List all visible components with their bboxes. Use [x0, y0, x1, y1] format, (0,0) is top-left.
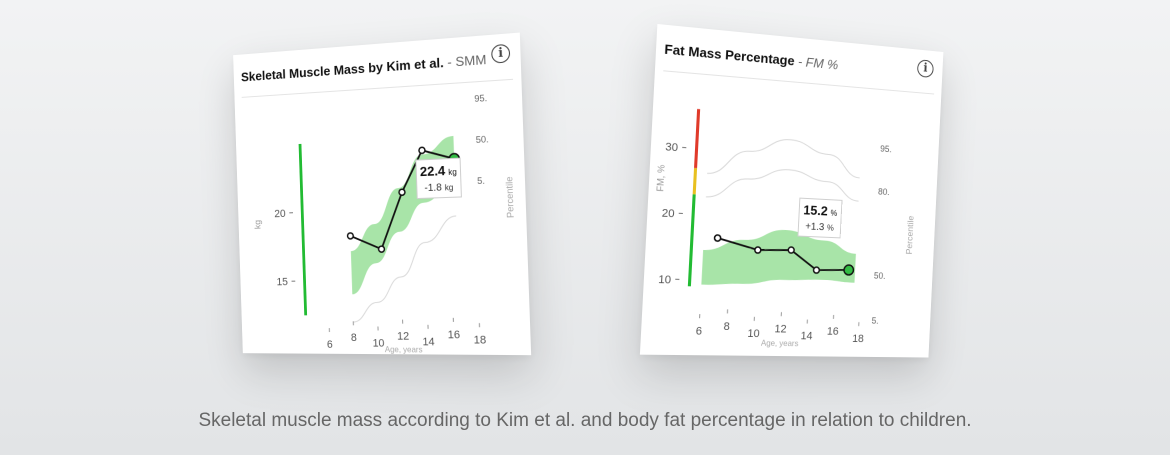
x-tick-label: 18 [852, 333, 864, 345]
x-tick-label: 8 [723, 321, 730, 333]
status-bar-segment [696, 109, 699, 168]
data-point [347, 233, 353, 239]
percentile-label: 5. [871, 316, 878, 326]
y-tick-label: 30 [665, 141, 678, 154]
percentile-label: 5. [477, 175, 485, 186]
data-point [379, 246, 385, 252]
data-point [788, 247, 794, 253]
x-axis-label: Age, years [385, 345, 423, 355]
figure-caption: Skeletal muscle mass according to Kim et… [0, 410, 1170, 432]
callout-value: 15.2 [803, 202, 828, 218]
x-tick-label: 18 [473, 334, 486, 347]
x-tick-label: 12 [774, 323, 787, 335]
x-tick-label: 16 [827, 326, 839, 338]
x-tick-label: 6 [327, 339, 333, 351]
y-tick-label: 20 [274, 208, 286, 220]
info-icon[interactable]: i [491, 44, 510, 64]
info-icon[interactable]: i [917, 59, 934, 78]
fm-title: Fat Mass Percentage [664, 41, 795, 68]
callout-delta-unit: % [827, 223, 834, 232]
y-tick-label: 20 [661, 207, 674, 220]
callout-unit: kg [448, 167, 457, 177]
x-axis-label: Age, years [761, 339, 799, 349]
x-tick-label: 12 [397, 330, 410, 343]
callout-delta-text: +1.3% [805, 221, 834, 233]
y-tick-label: 15 [276, 276, 288, 288]
smm-title: Skeletal Muscle Mass by Kim et al. [241, 55, 444, 85]
data-point [399, 189, 405, 195]
fm-card-title: Fat Mass Percentage - FM % [664, 41, 839, 72]
data-point [419, 147, 425, 153]
callout-delta-unit: kg [445, 183, 454, 193]
callout-unit: % [830, 209, 837, 218]
status-bar [300, 144, 306, 315]
current-data-point [844, 265, 854, 275]
data-point [813, 267, 819, 273]
x-tick-label: 8 [351, 332, 357, 344]
percentile-label: 95. [474, 93, 487, 104]
smm-card: Skeletal Muscle Mass by Kim et al. - SMM… [233, 33, 531, 356]
callout-delta: -1.8 [424, 182, 442, 194]
percentile-label: 50. [874, 271, 886, 281]
y-axis-label: kg [253, 220, 263, 230]
percentile-label: 80. [878, 187, 890, 197]
y-tick-label: 10 [658, 274, 671, 287]
callout-value: 22.4 [420, 163, 446, 179]
data-point [714, 235, 720, 241]
percentile-axis-label: Percentile [504, 176, 516, 218]
x-tick-label: 6 [695, 325, 702, 337]
smm-subtitle: - SMM [447, 52, 487, 70]
smm-chart: 15 20 kg 95. 50. 5. Percentile 6 8 10 12 14 16 18 Age,… [235, 87, 531, 356]
x-tick-label: 16 [447, 329, 460, 342]
percentile-label: 50. [476, 134, 489, 145]
callout-delta: +1.3 [805, 221, 825, 233]
x-tick-label: 10 [747, 328, 760, 340]
status-bar-segment [689, 194, 694, 286]
percentile-label: 95. [880, 144, 892, 154]
status-bar-segment [694, 168, 695, 194]
fm-subtitle: - FM % [798, 54, 839, 73]
x-tick-label: 14 [422, 336, 435, 349]
x-tick-label: 14 [800, 330, 812, 342]
percentile-line [706, 165, 860, 205]
fm-card: Fat Mass Percentage - FM % i 10 20 30 FM, %… [640, 24, 943, 358]
data-point [755, 247, 761, 253]
percentile-line [707, 134, 861, 182]
x-tick-label: 10 [372, 337, 384, 349]
fm-chart: 10 20 30 FM, % 95. 80. 50. 5. Percentile 6 8 10 12 14… [640, 78, 941, 354]
percentile-axis-label: Percentile [905, 216, 916, 255]
smm-card-title: Skeletal Muscle Mass by Kim et al. - SMM [241, 52, 487, 85]
y-axis-label: FM, % [655, 164, 667, 191]
